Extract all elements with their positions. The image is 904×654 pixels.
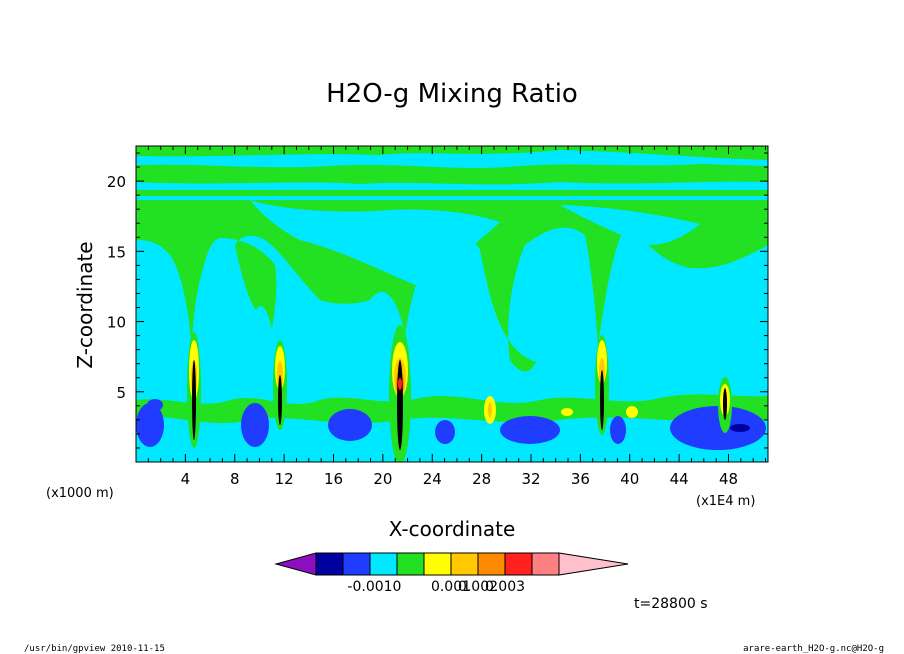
plume	[273, 340, 287, 430]
x-tick-label: 36	[571, 470, 590, 488]
colorbar-label: 0.001	[431, 579, 471, 595]
plot-frame	[135, 145, 769, 463]
colorbar-label: 0.003	[485, 579, 525, 595]
small-plume	[626, 406, 638, 418]
cyan-pocket-center	[250, 200, 500, 285]
x-tick-label: 32	[521, 470, 540, 488]
x-tick-label: 44	[670, 470, 689, 488]
blue-patch	[136, 403, 164, 447]
upper-band-middle	[136, 164, 768, 185]
upper-band-top	[136, 146, 768, 160]
colorbar-cell	[477, 552, 506, 576]
blue-patch	[147, 399, 163, 411]
x-tick-label: 24	[423, 470, 442, 488]
x-tick-label: 28	[472, 470, 491, 488]
x-tick-label: 12	[275, 470, 294, 488]
colorbar-cell	[342, 552, 371, 576]
footer-left: /usr/bin/gpview 2010-11-15	[24, 644, 165, 654]
small-plume-core	[488, 402, 492, 418]
colorbar-cell	[558, 552, 629, 576]
blue-patch	[328, 409, 372, 441]
y-axis-label: Z-coordinate	[73, 241, 97, 368]
x-tick-label: 40	[620, 470, 639, 488]
y-ticks: 5 10 15 20	[107, 152, 768, 449]
plume	[718, 377, 732, 433]
y-tick-label: 10	[107, 314, 126, 332]
blue-patch	[670, 406, 766, 450]
chart-title: H2O-g Mixing Ratio	[326, 79, 578, 109]
blue-patch	[500, 416, 560, 444]
cyan-pocket-right	[560, 205, 700, 246]
x-axis-label: X-coordinate	[389, 517, 516, 541]
colorbar-cell	[315, 552, 344, 576]
x-tick-label: 4	[181, 470, 191, 488]
plume	[389, 325, 411, 462]
x-tick-label: 8	[230, 470, 240, 488]
colorbar-cell	[369, 552, 398, 576]
time-label: t=28800 s	[634, 596, 708, 612]
plume	[187, 332, 201, 448]
x-tick-label: 48	[719, 470, 738, 488]
x-tick-label: 20	[373, 470, 392, 488]
x-tick-label: 16	[324, 470, 343, 488]
dark-blue-patch	[730, 424, 750, 432]
blue-patch	[241, 403, 269, 447]
colorbar-cell	[450, 552, 479, 576]
colorbar-cell	[504, 552, 533, 576]
footer-right: arare-earth_H2O-g.nc@H2O-g	[743, 644, 884, 654]
colorbar	[274, 552, 629, 576]
colorbar-cell	[531, 552, 560, 576]
y-tick-label: 20	[107, 173, 126, 191]
colorbar-label: -0.001	[347, 579, 392, 595]
green-region	[136, 200, 768, 372]
y-tick-label: 5	[116, 384, 126, 402]
small-plume	[561, 408, 573, 416]
plume	[595, 335, 609, 435]
blue-patch	[610, 416, 626, 444]
upper-band-thin	[136, 190, 768, 196]
x-unit-left: (x1000 m)	[46, 486, 114, 501]
colorbar-label: 0.002	[458, 579, 498, 595]
colorbar-cell	[423, 552, 452, 576]
x-ticks: 4 8 12 16 20 24 28 32 36 40 44 48	[147, 146, 767, 488]
x-unit-right: (x1E4 m)	[696, 494, 755, 509]
colorbar-label: 0	[393, 579, 402, 595]
y-tick-label: 15	[107, 243, 126, 261]
plot-area	[136, 146, 768, 462]
colorbar-cell	[396, 552, 425, 576]
blue-patch	[435, 420, 455, 444]
colorbar-cell	[274, 552, 317, 576]
